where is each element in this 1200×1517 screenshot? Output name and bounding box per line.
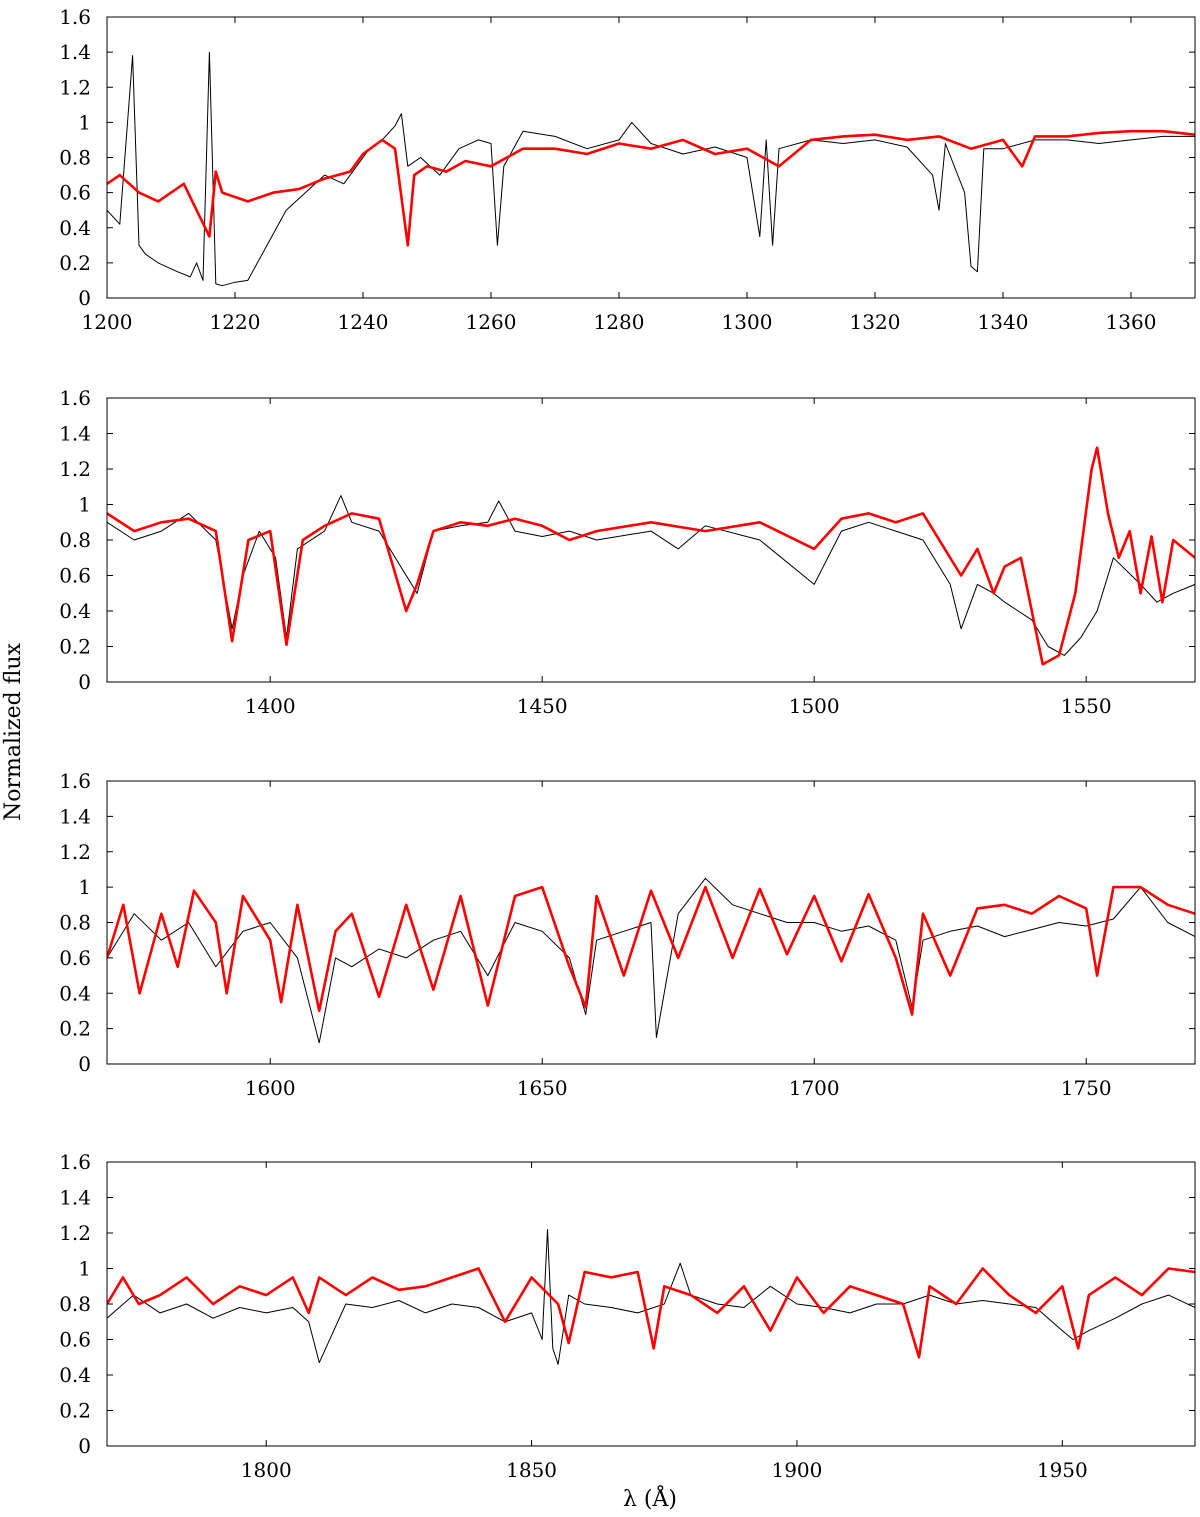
y-tick-label: 0.2 (59, 1017, 91, 1041)
y-tick-label: 0.6 (59, 1328, 91, 1352)
y-tick-label: 1.6 (59, 769, 91, 793)
x-tick-label: 1280 (594, 310, 645, 334)
panel-1: 0 0.2 0.4 0.6 0.8 1 1.2 1.4 1.6 1200 1220 1240 1260 1… (59, 5, 1196, 334)
y-tick-label: 1.2 (59, 1221, 91, 1245)
model-spectrum-line (107, 129, 1195, 247)
y-tick-label: 1.2 (59, 457, 91, 481)
x-tick-label: 1240 (338, 310, 389, 334)
x-tick-label: 1500 (789, 694, 840, 718)
y-tick-label: 1.4 (59, 1186, 91, 1210)
y-axis-title: Normalized flux (1, 642, 26, 821)
y-tick-label: 0.2 (59, 635, 91, 659)
y-tick-label: 1 (78, 110, 91, 134)
y-tick-label: 1 (78, 1257, 91, 1281)
model-spectrum-line (107, 446, 1195, 666)
y-tick-label: 0 (78, 286, 91, 310)
x-tick-label: 1750 (1061, 1076, 1112, 1100)
y-tick-label: 0.6 (59, 946, 91, 970)
x-tick-label: 1340 (978, 310, 1029, 334)
x-tick-label: 1650 (517, 1076, 568, 1100)
x-tick-label: 1450 (517, 694, 568, 718)
observed-spectrum-line (107, 877, 1195, 1044)
x-tick-label: 1400 (245, 694, 296, 718)
y-tick-label: 1 (78, 875, 91, 899)
panel-frame (106, 1161, 1196, 1447)
panel-4: 0 0.2 0.4 0.6 0.8 1 1.2 1.4 1.6 1800 1850 1900 1950 (59, 1150, 1196, 1482)
x-tick-label: 1260 (466, 310, 517, 334)
x-tick-label: 1850 (506, 1458, 557, 1482)
y-tick-label: 0.8 (59, 146, 91, 170)
y-tick-label: 1.6 (59, 386, 91, 410)
x-tick-label: 1700 (789, 1076, 840, 1100)
y-tick-label: 0.8 (59, 911, 91, 935)
panel-frame (106, 16, 1196, 299)
y-tick-label: 0 (78, 1052, 91, 1076)
y-tick-label: 0.2 (59, 251, 91, 275)
x-tick-label: 1220 (210, 310, 261, 334)
observed-spectrum-line (107, 51, 1195, 287)
x-tick-label: 1900 (771, 1458, 822, 1482)
y-tick-label: 0 (78, 670, 91, 694)
y-tick-label: 1.6 (59, 5, 91, 29)
y-tick-label: 0 (78, 1434, 91, 1458)
x-tick-label: 1600 (245, 1076, 296, 1100)
x-tick-label: 1300 (722, 310, 773, 334)
x-tick-label: 1550 (1061, 694, 1112, 718)
y-tick-label: 0.6 (59, 564, 91, 588)
y-tick-label: 0.4 (59, 216, 91, 240)
y-tick-label: 0.4 (59, 981, 91, 1005)
y-tick-label: 1.6 (59, 1150, 91, 1174)
panel-3: 0 0.2 0.4 0.6 0.8 1 1.2 1.4 1.6 1600 1650 1700 1750 (59, 769, 1196, 1100)
y-tick-label: 0.8 (59, 1292, 91, 1316)
y-tick-label: 0.8 (59, 528, 91, 552)
x-axis-title: λ (Å) (623, 1484, 677, 1512)
y-tick-label: 1.4 (59, 804, 91, 828)
y-tick-label: 0.4 (59, 1363, 91, 1387)
model-spectrum-line (107, 1267, 1195, 1359)
x-tick-label: 1360 (1106, 310, 1157, 334)
y-tick-label: 1.2 (59, 840, 91, 864)
observed-spectrum-line (107, 1229, 1195, 1365)
y-tick-label: 0.4 (59, 599, 91, 623)
x-tick-label: 1200 (82, 310, 133, 334)
model-spectrum-line (107, 885, 1195, 1016)
x-tick-label: 1800 (241, 1458, 292, 1482)
x-tick-label: 1950 (1037, 1458, 1088, 1482)
y-tick-label: 1.2 (59, 75, 91, 99)
panel-2: 0 0.2 0.4 0.6 0.8 1 1.2 1.4 1.6 1400 1450 1500 1550 (59, 386, 1196, 718)
observed-spectrum-line (107, 495, 1195, 656)
y-tick-label: 1.4 (59, 422, 91, 446)
spectrum-panels: 0 0.2 0.4 0.6 0.8 1 1.2 1.4 1.6 1200 1220 1240 1260 1… (59, 5, 1196, 1482)
y-tick-label: 0.2 (59, 1399, 91, 1423)
x-tick-label: 1320 (850, 310, 901, 334)
y-tick-label: 0.6 (59, 181, 91, 205)
y-tick-label: 1 (78, 493, 91, 517)
y-tick-label: 1.4 (59, 40, 91, 64)
